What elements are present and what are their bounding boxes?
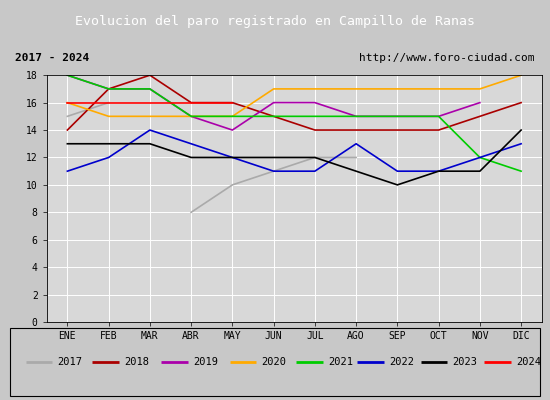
2019 [394,114,400,119]
2022 [64,169,70,174]
Line: 2022: 2022 [67,130,521,171]
2021 [146,86,153,91]
2020 [106,114,112,119]
2023 [394,182,400,187]
Line: 2020: 2020 [67,75,521,116]
2019 [271,100,277,105]
2024 [106,100,112,105]
2023 [271,155,277,160]
2020 [436,86,442,91]
Text: 2023: 2023 [453,357,477,367]
2018 [436,128,442,132]
Text: 2017 - 2024: 2017 - 2024 [15,53,90,63]
2024 [64,100,70,105]
2019 [311,100,318,105]
2020 [353,86,360,91]
2022 [436,169,442,174]
2021 [188,114,195,119]
2018 [188,100,195,105]
2022 [271,169,277,174]
2020 [518,73,525,78]
2020 [394,86,400,91]
2023 [106,141,112,146]
2017 [64,114,70,119]
2023 [229,155,235,160]
2020 [146,114,153,119]
2020 [64,100,70,105]
2023 [353,169,360,174]
Line: 2021: 2021 [67,75,521,171]
2024 [188,100,195,105]
2019 [146,86,153,91]
2022 [476,155,483,160]
2018 [353,128,360,132]
2021 [353,114,360,119]
2020 [311,86,318,91]
2018 [229,100,235,105]
2022 [106,155,112,160]
2020 [229,114,235,119]
2018 [64,128,70,132]
Text: http://www.foro-ciudad.com: http://www.foro-ciudad.com [359,53,535,63]
Text: 2019: 2019 [193,357,218,367]
2021 [518,169,525,174]
2019 [106,86,112,91]
2023 [311,155,318,160]
2021 [106,86,112,91]
Text: Evolucion del paro registrado en Campillo de Ranas: Evolucion del paro registrado en Campill… [75,14,475,28]
2022 [311,169,318,174]
2022 [353,141,360,146]
2018 [518,100,525,105]
2021 [394,114,400,119]
2019 [64,73,70,78]
2020 [476,86,483,91]
2023 [188,155,195,160]
2019 [353,114,360,119]
Text: 2018: 2018 [124,357,149,367]
2019 [436,114,442,119]
2018 [106,86,112,91]
2019 [188,114,195,119]
2019 [476,100,483,105]
Text: 2017: 2017 [58,357,82,367]
2021 [271,114,277,119]
2023 [64,141,70,146]
Line: 2018: 2018 [67,75,521,130]
2022 [518,141,525,146]
Text: 2024: 2024 [516,357,541,367]
2023 [476,169,483,174]
2023 [436,169,442,174]
2018 [311,128,318,132]
Line: 2023: 2023 [67,130,521,185]
Text: 2022: 2022 [389,357,414,367]
2022 [188,141,195,146]
2018 [271,114,277,119]
2024 [146,100,153,105]
2018 [394,128,400,132]
Text: 2020: 2020 [262,357,287,367]
2021 [476,155,483,160]
Line: 2019: 2019 [67,75,480,130]
2020 [188,114,195,119]
2018 [146,73,153,78]
2024 [229,100,235,105]
2022 [394,169,400,174]
Text: 2021: 2021 [328,357,353,367]
2022 [229,155,235,160]
2022 [146,128,153,132]
2019 [229,128,235,132]
Line: 2017: 2017 [67,103,109,116]
2021 [229,114,235,119]
2020 [271,86,277,91]
2021 [311,114,318,119]
2018 [476,114,483,119]
2017 [106,100,112,105]
2023 [146,141,153,146]
2021 [436,114,442,119]
2021 [64,73,70,78]
2023 [518,128,525,132]
